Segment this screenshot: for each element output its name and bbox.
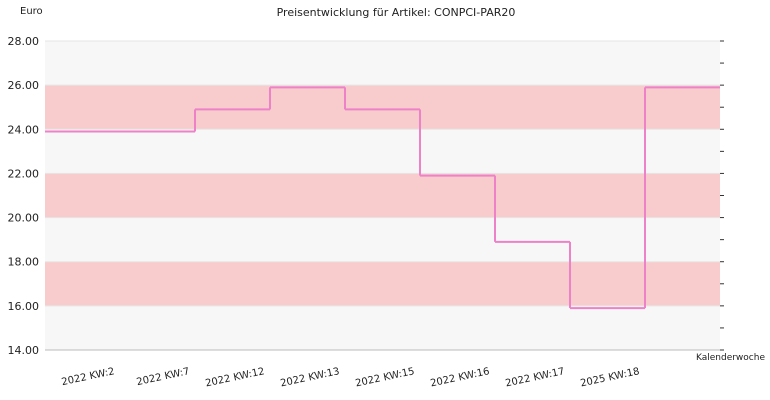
x-tick-label: 2022 KW:2 xyxy=(61,366,116,388)
y-tick-label: 28.00 xyxy=(8,35,40,48)
x-tick-label: 2022 KW:7 xyxy=(136,366,191,388)
background-band xyxy=(45,217,720,262)
x-tick-label: 2022 KW:17 xyxy=(504,366,565,389)
x-tick-label: 2025 KW:18 xyxy=(579,366,640,389)
background-band xyxy=(45,129,720,174)
x-tick-label: 2022 KW:15 xyxy=(354,366,415,389)
y-tick-label: 14.00 xyxy=(8,344,40,357)
background-band xyxy=(45,173,720,218)
y-tick-label: 18.00 xyxy=(8,256,40,269)
x-tick-label: 2022 KW:16 xyxy=(429,366,490,389)
background-band xyxy=(45,85,720,130)
x-tick-label: 2022 KW:13 xyxy=(279,366,340,389)
y-tick-label: 20.00 xyxy=(8,212,40,225)
y-tick-label: 24.00 xyxy=(8,123,40,136)
x-tick-label: 2022 KW:12 xyxy=(204,366,265,389)
x-axis-label: Kalenderwoche xyxy=(696,353,765,363)
y-tick-label: 16.00 xyxy=(8,300,40,313)
background-band xyxy=(45,261,720,306)
y-axis-label: Euro xyxy=(20,6,43,17)
y-tick-label: 22.00 xyxy=(8,167,40,180)
background-band xyxy=(45,305,720,350)
chart-title: Preisentwicklung für Artikel: CONPCI-PAR… xyxy=(277,6,516,19)
y-tick-label: 26.00 xyxy=(8,79,40,92)
background-band xyxy=(45,41,720,86)
